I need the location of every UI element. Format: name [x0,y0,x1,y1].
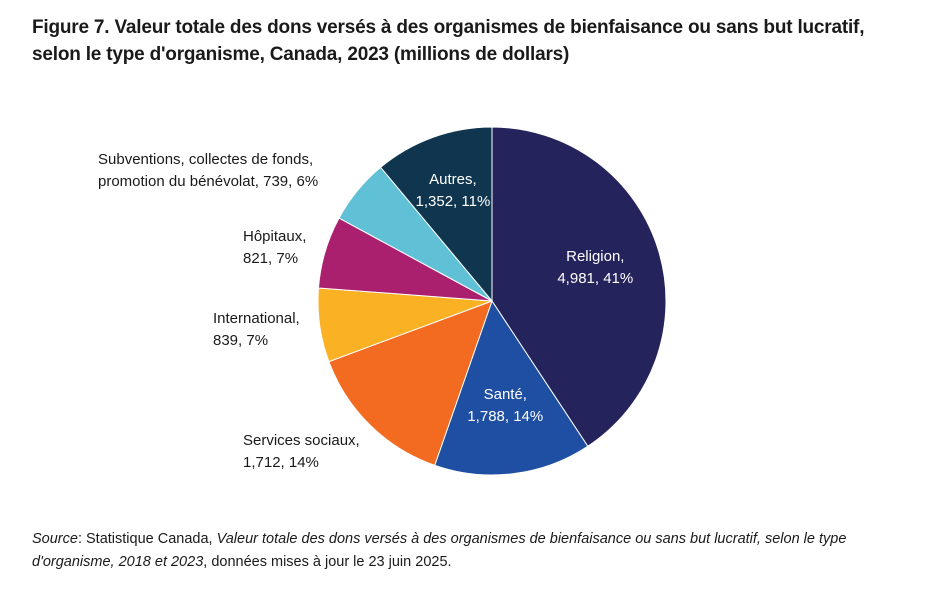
slice-label-hopitaux: Hôpitaux, 821, 7% [243,228,306,267]
source-title: Valeur totale des dons versés à des orga… [32,531,847,570]
source-prefix: Source [32,531,78,547]
pie-slice-services-sociaux [328,300,493,466]
slice-label-sante: Santé, 1,788, 14% [467,386,543,425]
source-suffix: , données mises à jour le 23 juin 2025. [203,554,452,570]
slice-label-services-sociaux: Services sociaux, 1,712, 14% [243,432,360,471]
pie-slice-sante [434,299,589,476]
slice-label-subventions: Subventions, collectes de fonds, promotio… [98,151,318,190]
pie-slice-autres [379,126,493,303]
source-text: : Statistique Canada, [77,531,217,547]
slice-label-autres: Autres, 1,352, 11% [416,171,491,210]
slice-label-international: International, 839, 7% [213,310,300,349]
chart-title: Figure 7. Valeur totale des dons versés … [32,17,865,65]
slice-label-religion: Religion, 4,981, 41% [557,248,633,287]
source-note: Source: Statistique Canada, Valeur total… [32,528,912,574]
